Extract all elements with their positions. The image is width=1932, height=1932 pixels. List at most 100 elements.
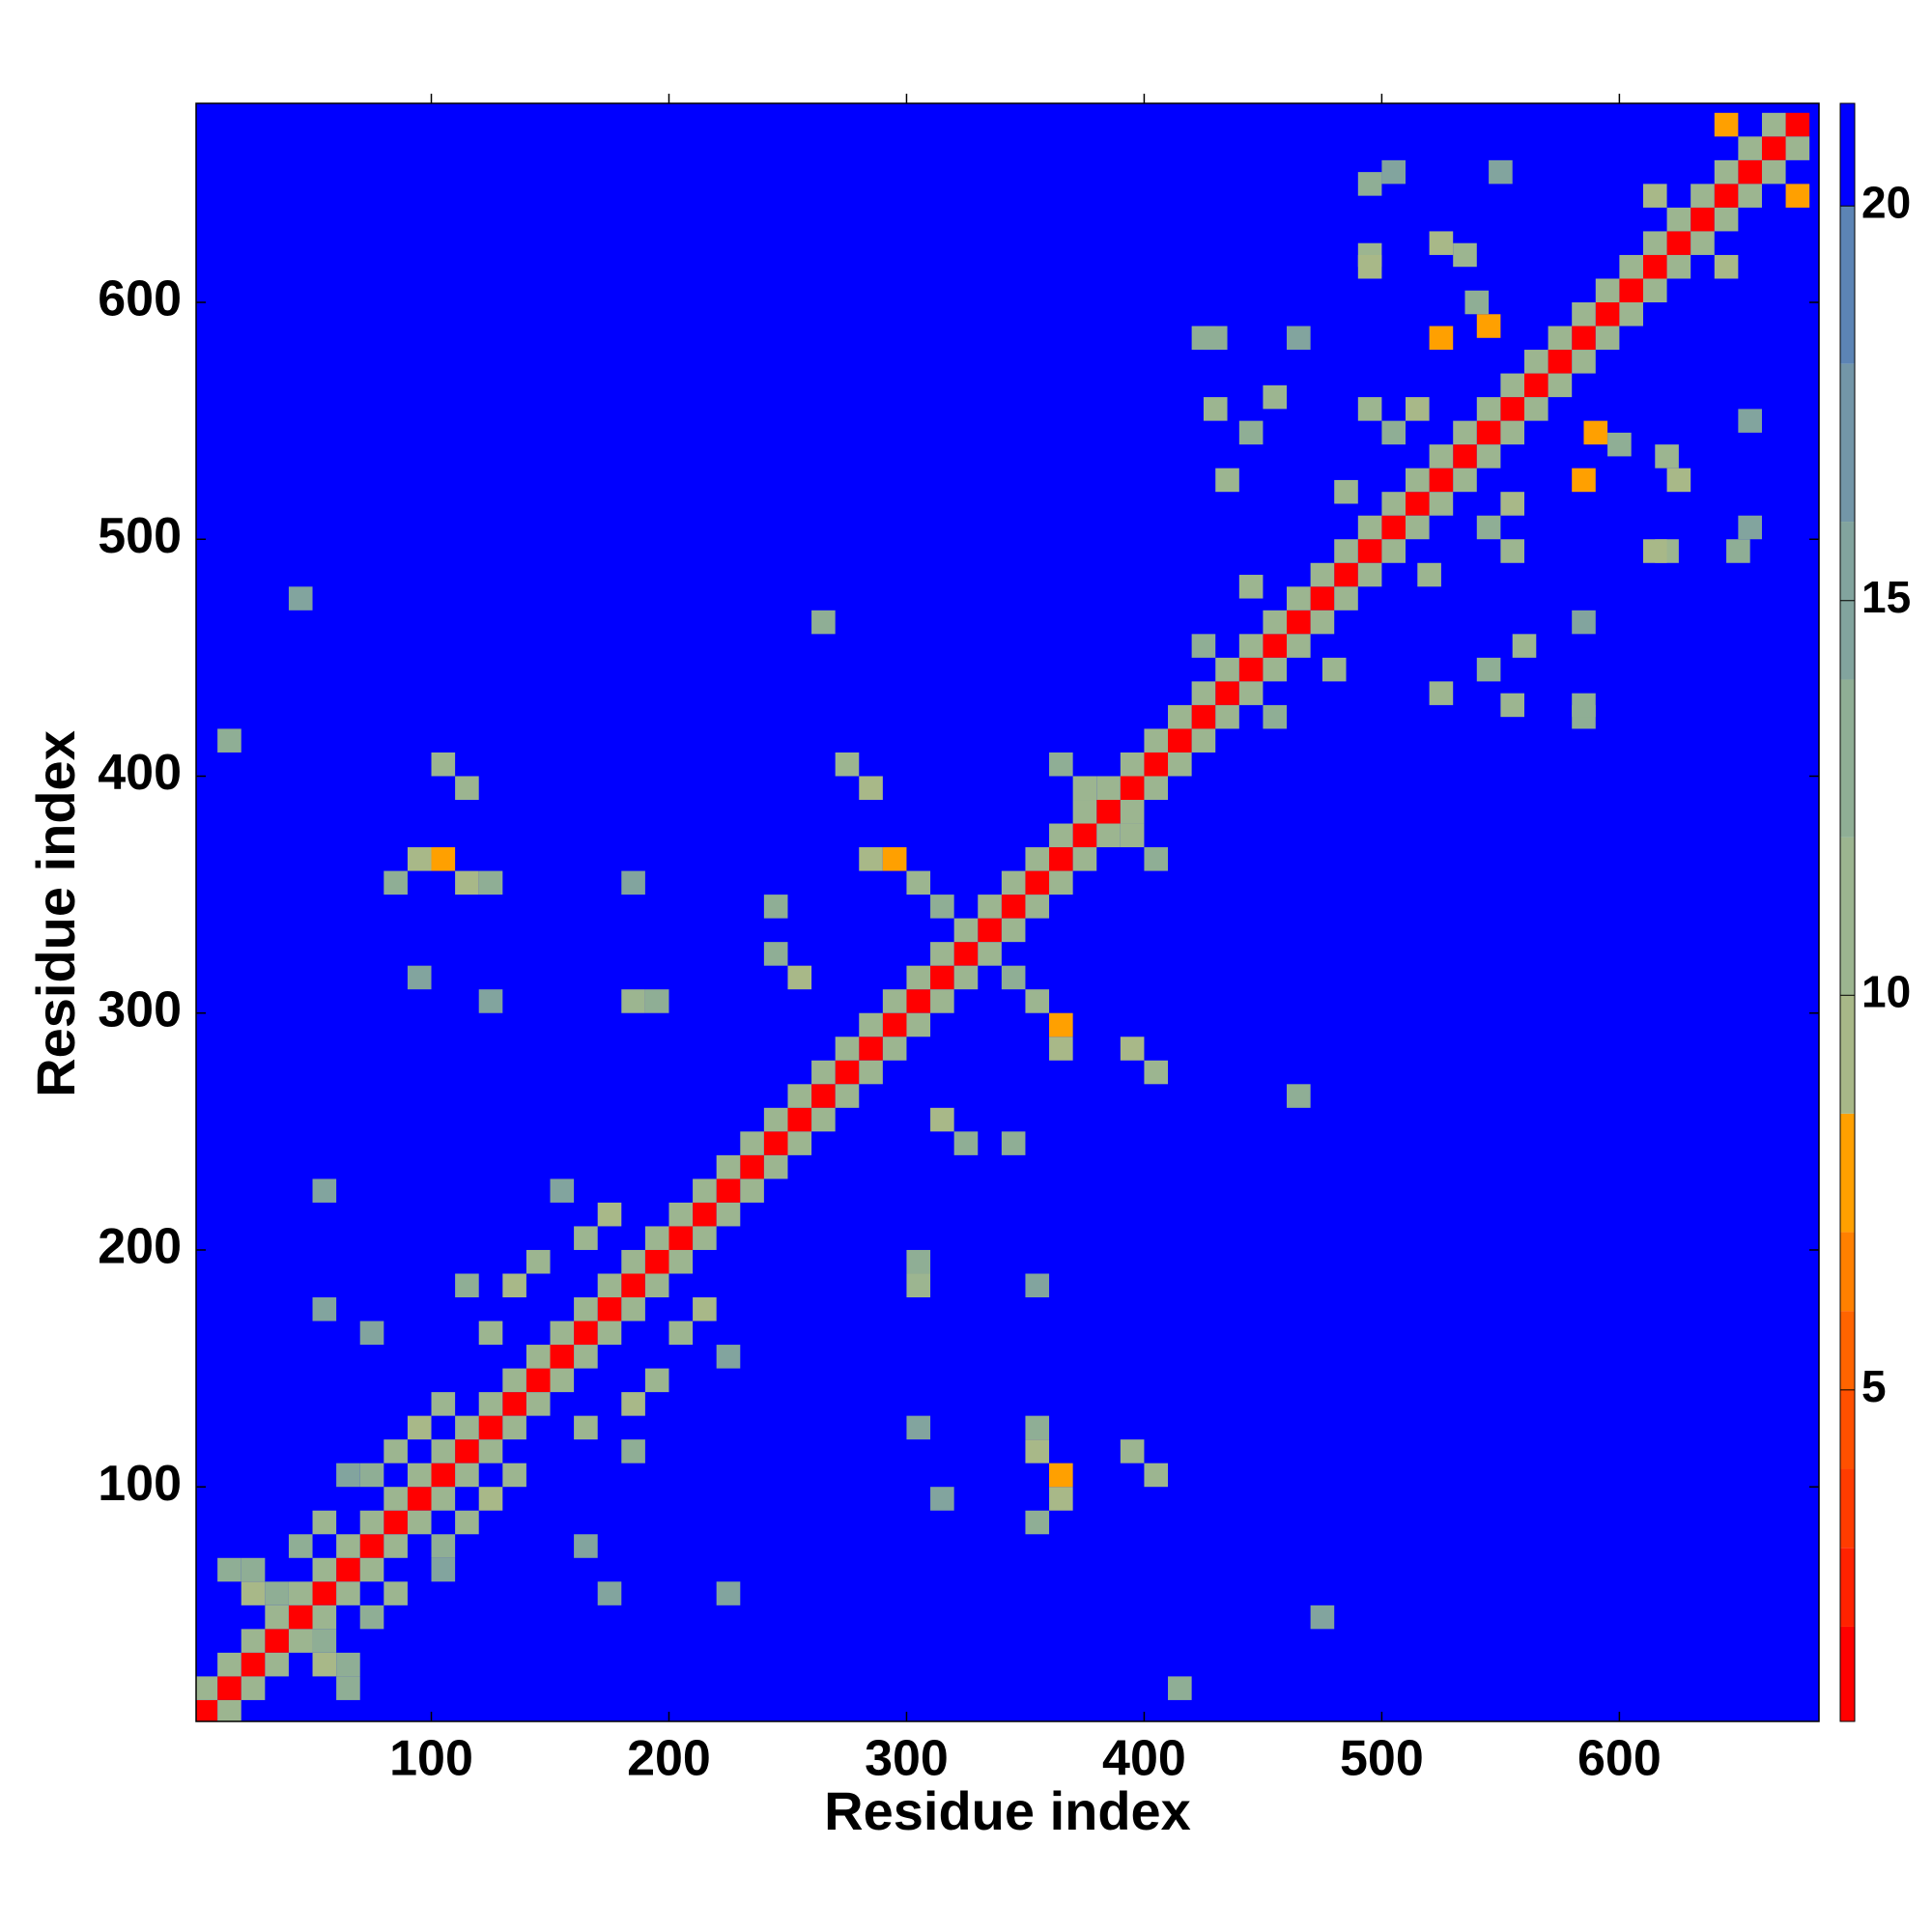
heatmap-cell [1642,254,1667,279]
heatmap-cell [1120,752,1145,777]
heatmap-cell [478,1415,503,1440]
heatmap-cell [978,895,1002,919]
heatmap-cell [312,1557,337,1582]
heatmap-cell [859,1037,883,1061]
heatmap-cell [1025,989,1050,1013]
y-axis-title: Residue index [25,730,86,1097]
heatmap-cell [1761,136,1786,160]
heatmap-cell [431,1392,456,1416]
heatmap-cell [1572,326,1596,351]
heatmap-cell [1453,444,1477,469]
heatmap-cell [1595,326,1620,351]
heatmap-cell [550,1321,575,1346]
heatmap-cell [574,1534,598,1558]
heatmap-cell [930,1487,954,1511]
heatmap-cell [763,942,788,966]
heatmap-cell [407,847,432,871]
heatmap-cell [312,1629,337,1653]
heatmap-cell [1001,895,1026,919]
heatmap-cell [1238,657,1264,682]
heatmap-cell [384,1534,408,1558]
heatmap-cell [906,965,931,990]
heatmap-cell [1642,278,1667,303]
heatmap-cell [906,870,931,895]
colorbar-frame [1839,102,1856,1722]
heatmap-cell [1476,397,1501,421]
colorbar-band [1840,363,1855,523]
heatmap-cell [716,1345,741,1369]
heatmap-cell [1025,1415,1050,1440]
colorbar-band [1840,995,1855,1114]
heatmap-cell [811,1084,836,1108]
heatmap-cell [1238,681,1264,705]
heatmap-cell [1144,847,1169,871]
heatmap-cell [455,1510,479,1535]
heatmap-cell [1761,112,1786,137]
heatmap-cell [763,1154,788,1179]
heatmap-cell [740,1179,764,1203]
heatmap-cell [716,1179,741,1203]
heatmap-cell [1500,373,1524,398]
heatmap-cell [1572,350,1596,374]
heatmap-cell [1321,657,1347,682]
heatmap-cell [1489,159,1513,185]
heatmap-cell [1572,302,1596,327]
heatmap-cell [1619,254,1643,279]
heatmap-cell [1263,384,1288,410]
heatmap-cell [1429,231,1454,255]
heatmap-cell [359,1321,384,1346]
heatmap-cell [407,1415,432,1440]
heatmap-cell [1049,847,1073,871]
heatmap-cell [1191,634,1216,658]
heatmap-cell [1595,278,1620,303]
heatmap-cell [1310,610,1335,635]
heatmap-cell [621,1297,645,1321]
y-tick-label: 300 [98,981,182,1037]
heatmap-cell [1500,397,1524,421]
heatmap-cell [265,1629,289,1653]
heatmap-cell [693,1226,717,1250]
heatmap-cell [478,1439,503,1463]
heatmap-cell [1001,1131,1026,1155]
heatmap-cell [550,1179,575,1203]
heatmap-cell [1263,634,1288,658]
heatmap-cell [1406,468,1430,493]
heatmap-cell [526,1368,551,1393]
heatmap-cell [1429,492,1454,516]
heatmap-cell [431,1557,456,1582]
heatmap-cell [1666,468,1691,493]
heatmap-cell [693,1202,717,1227]
heatmap-cell [1001,918,1026,943]
heatmap-cell [1406,492,1430,516]
heatmap-cell [835,1037,860,1061]
heatmap-cell [621,1249,645,1274]
heatmap-cell [644,1368,669,1393]
heatmap-cell [1310,586,1335,611]
heatmap-cell [1144,1060,1169,1085]
heatmap-cell [1144,728,1169,753]
heatmap-cell [1120,823,1145,848]
heatmap-cell [550,1345,575,1369]
heatmap-cell [1548,326,1573,351]
heatmap-cell [1025,847,1050,871]
colorbar-band [1840,1113,1855,1233]
heatmap-cell [241,1676,266,1700]
heatmap-cell [574,1321,598,1346]
heatmap-cell [644,1273,669,1298]
heatmap-cell [336,1463,360,1488]
heatmap-cell [241,1581,266,1605]
heatmap-cell [1381,492,1406,516]
heatmap-cell [455,1415,479,1440]
heatmap-cell [644,1226,669,1250]
heatmap-cell [1417,562,1441,587]
heatmap-cell [1120,776,1145,801]
heatmap-cell [930,942,954,966]
y-tick-label: 400 [98,745,182,801]
heatmap-cell [1096,776,1121,801]
heatmap-cell [455,1273,479,1298]
heatmap-cell [1453,468,1477,493]
heatmap-cell [1381,159,1406,185]
heatmap-cell [953,942,979,966]
heatmap-cell [740,1154,764,1179]
heatmap-cell [1607,432,1632,457]
